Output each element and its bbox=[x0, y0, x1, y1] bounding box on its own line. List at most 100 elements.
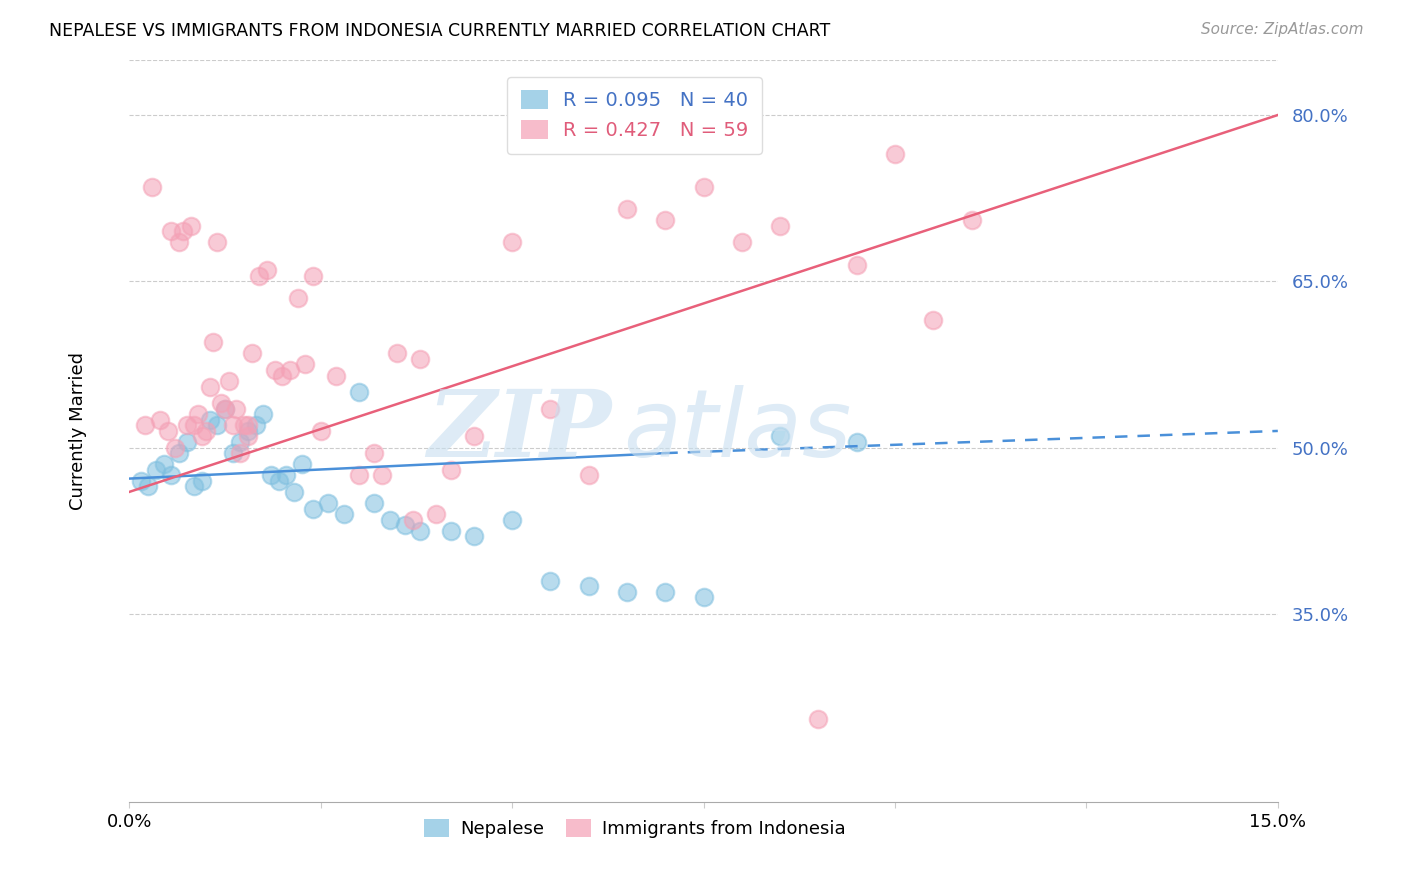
Point bbox=[271, 368, 294, 383]
Point bbox=[538, 401, 561, 416]
Point bbox=[302, 268, 325, 283]
Point bbox=[769, 429, 792, 443]
Point bbox=[578, 468, 600, 483]
Point bbox=[302, 501, 325, 516]
Point bbox=[138, 479, 160, 493]
Text: NEPALESE VS IMMIGRANTS FROM INDONESIA CURRENTLY MARRIED CORRELATION CHART: NEPALESE VS IMMIGRANTS FROM INDONESIA CU… bbox=[49, 22, 831, 40]
Point bbox=[845, 258, 868, 272]
Point bbox=[160, 224, 183, 238]
Point bbox=[236, 424, 259, 438]
Point bbox=[183, 418, 205, 433]
Point bbox=[149, 413, 172, 427]
Point bbox=[731, 235, 754, 250]
Point bbox=[225, 401, 247, 416]
Point bbox=[409, 524, 432, 538]
Point bbox=[290, 457, 312, 471]
Point bbox=[145, 463, 167, 477]
Point bbox=[692, 180, 714, 194]
Point bbox=[152, 457, 174, 471]
Point bbox=[209, 396, 232, 410]
Point bbox=[134, 418, 156, 433]
Point bbox=[191, 474, 214, 488]
Point bbox=[692, 591, 714, 605]
Point bbox=[165, 441, 187, 455]
Point bbox=[263, 363, 285, 377]
Point bbox=[129, 474, 152, 488]
Point bbox=[538, 574, 561, 588]
Point bbox=[207, 235, 229, 250]
Point bbox=[156, 424, 179, 438]
Point bbox=[332, 507, 354, 521]
Point bbox=[180, 219, 202, 233]
Point bbox=[387, 346, 409, 360]
Point bbox=[845, 435, 868, 450]
Point bbox=[214, 401, 236, 416]
Point bbox=[440, 463, 463, 477]
Point bbox=[191, 429, 214, 443]
Point bbox=[160, 468, 183, 483]
Point bbox=[260, 468, 283, 483]
Point bbox=[214, 401, 236, 416]
Point bbox=[267, 474, 290, 488]
Point bbox=[378, 513, 401, 527]
Point bbox=[167, 446, 190, 460]
Point bbox=[229, 446, 252, 460]
Point bbox=[769, 219, 792, 233]
Point bbox=[278, 363, 301, 377]
Text: Source: ZipAtlas.com: Source: ZipAtlas.com bbox=[1201, 22, 1364, 37]
Point bbox=[425, 507, 447, 521]
Point bbox=[318, 496, 340, 510]
Point bbox=[578, 579, 600, 593]
Point bbox=[176, 418, 198, 433]
Point bbox=[233, 418, 256, 433]
Point bbox=[501, 513, 523, 527]
Point bbox=[325, 368, 347, 383]
Point bbox=[807, 712, 830, 726]
Point bbox=[141, 180, 163, 194]
Point bbox=[218, 374, 240, 388]
Point bbox=[198, 379, 221, 393]
Point bbox=[294, 358, 316, 372]
Point bbox=[207, 418, 229, 433]
Point bbox=[176, 435, 198, 450]
Point bbox=[256, 263, 278, 277]
Point bbox=[221, 446, 243, 460]
Point bbox=[394, 518, 416, 533]
Point bbox=[347, 385, 370, 400]
Point bbox=[309, 424, 332, 438]
Point bbox=[363, 496, 385, 510]
Point bbox=[501, 235, 523, 250]
Point bbox=[229, 435, 252, 450]
Point bbox=[654, 213, 676, 227]
Point bbox=[371, 468, 394, 483]
Point bbox=[283, 484, 305, 499]
Point bbox=[287, 291, 309, 305]
Text: atlas: atlas bbox=[623, 385, 852, 476]
Point bbox=[198, 413, 221, 427]
Point bbox=[221, 418, 243, 433]
Point bbox=[347, 468, 370, 483]
Point bbox=[249, 268, 271, 283]
Point bbox=[183, 479, 205, 493]
Point bbox=[922, 313, 945, 327]
Point bbox=[194, 424, 217, 438]
Point bbox=[654, 584, 676, 599]
Text: Currently Married: Currently Married bbox=[69, 352, 87, 510]
Point bbox=[172, 224, 194, 238]
Point bbox=[463, 429, 485, 443]
Point bbox=[252, 407, 274, 421]
Point bbox=[616, 584, 638, 599]
Point bbox=[276, 468, 298, 483]
Point bbox=[616, 202, 638, 217]
Point bbox=[202, 335, 225, 350]
Point bbox=[240, 346, 263, 360]
Point bbox=[401, 513, 423, 527]
Point bbox=[236, 418, 259, 433]
Point bbox=[884, 146, 907, 161]
Point bbox=[167, 235, 190, 250]
Point bbox=[960, 213, 983, 227]
Point bbox=[187, 407, 209, 421]
Point bbox=[363, 446, 385, 460]
Point bbox=[245, 418, 267, 433]
Point bbox=[463, 529, 485, 543]
